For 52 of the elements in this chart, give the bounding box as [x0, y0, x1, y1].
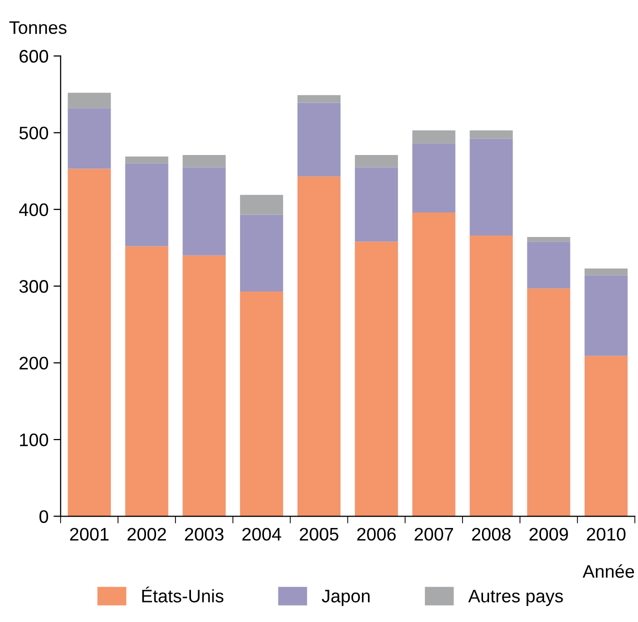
y-tick-label: 0 [39, 510, 48, 523]
bar [68, 168, 111, 516]
bar [240, 194, 284, 215]
bar [297, 95, 341, 103]
x-tick-label: 2001 [70, 528, 109, 541]
y-tick-label: 200 [20, 356, 48, 370]
y-tick-label: 300 [19, 280, 48, 293]
x-tick-label: 2010 [586, 528, 626, 541]
x-tick-label: 2002 [128, 528, 166, 541]
bar [182, 255, 226, 516]
x-axis-title: Année [582, 564, 634, 578]
bar [354, 167, 398, 242]
bar [182, 167, 226, 256]
x-tick-label: 2004 [242, 528, 282, 541]
bar [125, 246, 168, 516]
legend-label: États-Unis [142, 586, 224, 602]
legend-label: Japon [322, 590, 370, 606]
bar [297, 176, 341, 516]
bar [470, 130, 513, 139]
x-tick-label: 2008 [472, 528, 511, 541]
bar [125, 156, 168, 164]
bar [412, 130, 456, 144]
bar [412, 212, 456, 516]
bar [354, 242, 398, 516]
bar [527, 288, 570, 516]
bar [125, 163, 168, 246]
bar [68, 108, 111, 169]
x-tick-label: 2006 [357, 528, 396, 541]
y-tick-label: 100 [20, 433, 48, 446]
bar [354, 154, 398, 168]
bar [68, 92, 111, 108]
x-tick-label: 2003 [184, 528, 224, 541]
x-tick-label: 2007 [414, 528, 454, 541]
y-tick-label: 500 [19, 126, 48, 140]
bar [584, 356, 628, 516]
y-tick-label: 600 [20, 50, 48, 63]
legend-label: Autres pays [468, 590, 563, 606]
bar [240, 291, 284, 516]
bar [240, 214, 284, 292]
bar [470, 138, 513, 236]
bar [527, 242, 570, 288]
x-tick-label: 2009 [530, 528, 568, 541]
y-axis-title: Tonnes [9, 21, 66, 34]
bar [182, 154, 226, 168]
bar [584, 275, 628, 356]
x-tick-label: 2005 [300, 528, 338, 541]
bar [412, 143, 456, 212]
bar [297, 102, 341, 176]
bar [470, 235, 513, 516]
y-tick-label: 400 [19, 203, 48, 216]
bar [527, 237, 570, 242]
bar [584, 268, 628, 276]
